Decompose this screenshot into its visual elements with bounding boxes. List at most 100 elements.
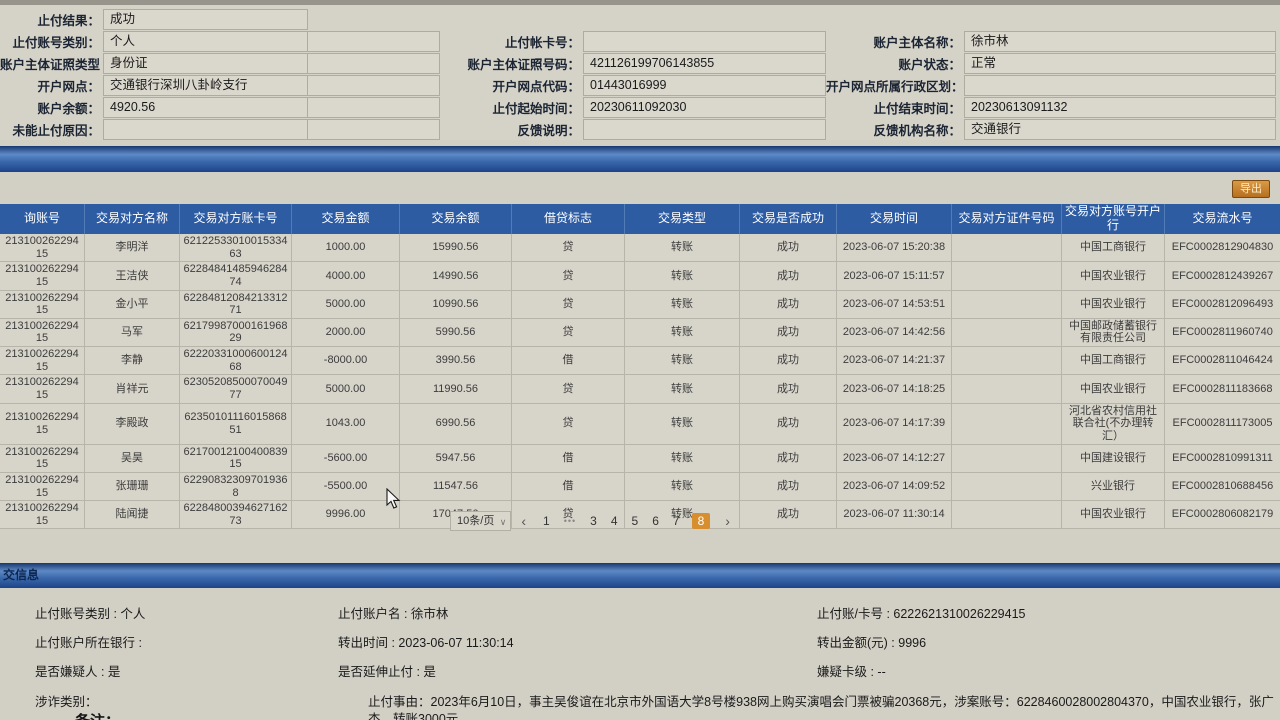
cell-transaction-type: 转账 [625, 234, 740, 263]
ellipsis-pages-icon[interactable]: ••• [563, 516, 577, 526]
cell-counterparty-card: 6217998700016196829 [180, 318, 292, 348]
cell-serial-number: EFC0002812439267 [1165, 262, 1280, 291]
table-row[interactable]: 21310026229415 李明洋 6212253301001533463 1… [0, 234, 1280, 263]
field-label-left: 账户主体证照类型： [0, 57, 100, 72]
cell-counterparty-card: 6228480039462716273 [180, 501, 292, 530]
pagination: 10条/页 ∨ ‹ 1 ••• 3 4 5 6 7 8 › [0, 509, 1235, 533]
cell-debit-credit-flag: 贷 [512, 318, 625, 348]
table-header-cell: 交易对方账号开户行 [1062, 204, 1165, 234]
cell-balance: 5990.56 [400, 318, 512, 348]
cell-amount: 2000.00 [292, 318, 400, 348]
field-value-right [964, 74, 1276, 96]
cell-success-flag: 成功 [740, 375, 837, 404]
detail-field-3: 止付账/卡号 : 6222621310026229415 [817, 603, 1280, 622]
cell-balance: 6990.56 [400, 403, 512, 445]
form-rows: 止付账号类别： 个人 止付帐卡号： 账户主体名称： 徐市林 账户主体证照类型： … [0, 30, 1280, 140]
detail-label: 嫌疑卡级 : [817, 665, 878, 679]
cell-counterparty-bank: 中国工商银行 [1062, 234, 1165, 263]
cell-serial-number: EFC0002806082179 [1165, 501, 1280, 530]
cell-counterparty-name: 李明洋 [85, 234, 180, 263]
table-row[interactable]: 21310026229415 王洁侠 6228484148594628474 4… [0, 262, 1280, 291]
cell-transaction-time: 2023-06-07 14:17:39 [837, 403, 952, 445]
cell-debit-credit-flag: 借 [512, 444, 625, 473]
page-button-8-active[interactable]: 8 [691, 513, 711, 529]
detail-value: 是 [107, 665, 121, 679]
cell-counterparty-id-number [952, 318, 1062, 348]
cell-debit-credit-flag: 贷 [512, 290, 625, 319]
cell-transaction-type: 转账 [625, 403, 740, 445]
table-row[interactable]: 21310026229415 陆闻捷 6228480039462716273 9… [0, 501, 1280, 530]
cell-debit-credit-flag: 贷 [512, 375, 625, 404]
cell-success-flag: 成功 [740, 262, 837, 291]
table-row[interactable]: 21310026229415 李殿政 6235010111601586851 1… [0, 403, 1280, 445]
field-value-mid: 01443016999 [583, 74, 826, 96]
table-header-cell: 交易金额 [292, 204, 400, 234]
detail-value: 徐市林 [410, 607, 449, 621]
detail-field-3: 转出金额(元) : 9996 [817, 632, 1280, 651]
field-value-left: 个人 [103, 30, 308, 52]
field-label-right: 止付结束时间： [873, 101, 961, 116]
table-row[interactable]: 21310026229415 金小平 6228481208421331271 5… [0, 290, 1280, 319]
detail-label: 止付账户所在银行 : [35, 636, 142, 650]
cell-counterparty-bank: 中国建设银行 [1062, 444, 1165, 473]
page-button-6[interactable]: 6 [652, 514, 659, 528]
prev-page-button[interactable]: ‹ [521, 513, 527, 529]
cell-counterparty-bank: 河北省农村信用社联合社(不办理转汇） [1062, 403, 1165, 445]
page-size-select[interactable]: 10条/页 ∨ [450, 511, 512, 531]
cell-counterparty-name: 吴昊 [85, 444, 180, 473]
export-button[interactable]: 导出 [1232, 180, 1270, 198]
cell-query-account: 21310026229415 [0, 444, 85, 473]
table-row[interactable]: 21310026229415 马军 6217998700016196829 20… [0, 318, 1280, 348]
cell-counterparty-bank: 中国农业银行 [1062, 375, 1165, 404]
cell-query-account: 21310026229415 [0, 262, 85, 291]
field-filler-cell [308, 118, 440, 140]
cell-transaction-type: 转账 [625, 501, 740, 530]
page-button-5[interactable]: 5 [631, 514, 639, 528]
cell-counterparty-id-number [952, 262, 1062, 291]
cell-debit-credit-flag: 借 [512, 472, 625, 502]
detail-label: 止付账/卡号 : [817, 607, 894, 621]
cell-counterparty-name: 李殿政 [85, 403, 180, 445]
photo-edge-strip [0, 0, 1280, 5]
chevron-down-icon: ∨ [499, 517, 507, 527]
table-header-cell: 交易对方名称 [85, 204, 180, 234]
cell-amount: -5600.00 [292, 444, 400, 473]
cell-transaction-type: 转账 [625, 375, 740, 404]
cell-debit-credit-flag: 贷 [512, 403, 625, 445]
cell-amount: 5000.00 [292, 290, 400, 319]
cell-balance: 5947.56 [400, 444, 512, 473]
field-label-left: 止付账号类别： [12, 35, 100, 50]
field-value-left: 4920.56 [103, 96, 308, 118]
field-label-mid: 止付起始时间： [492, 101, 580, 116]
stop-payment-detail-panel: 止付账号类别 : 个人 止付账户名 : 徐市林 止付账/卡号 : 6222621… [0, 588, 1280, 720]
next-page-button[interactable]: › [725, 513, 730, 529]
field-value-right: 徐市林 [964, 30, 1276, 52]
cell-success-flag: 成功 [740, 318, 837, 348]
field-label-left: 账户余额： [37, 101, 100, 116]
table-row[interactable]: 21310026229415 吴昊 6217001210040083915 -5… [0, 444, 1280, 473]
cell-amount: -5500.00 [292, 472, 400, 502]
cell-query-account: 21310026229415 [0, 347, 85, 376]
page-button-7[interactable]: 7 [672, 514, 680, 528]
field-value-mid [583, 30, 826, 52]
reason-text: 2023年6月10日，事主吴俊谊在北京市外国语大学8号楼938网上购买演唱会门票… [368, 695, 1274, 720]
page-button-3[interactable]: 3 [590, 514, 597, 528]
cell-amount: 1000.00 [292, 234, 400, 263]
field-label-mid: 反馈说明： [517, 123, 580, 138]
page-button-1[interactable]: 1 [543, 514, 550, 528]
cell-debit-credit-flag: 贷 [512, 234, 625, 263]
page-button-4[interactable]: 4 [610, 514, 618, 528]
field-label-left: 开户网点： [37, 79, 100, 94]
field-label-mid: 止付帐卡号： [504, 35, 580, 50]
table-row[interactable]: 21310026229415 张珊珊 622908323097019368 -5… [0, 472, 1280, 502]
form-row: 开户网点： 交通银行深圳八卦岭支行 开户网点代码： 01443016999 开户… [0, 74, 1280, 96]
field-filler-cell [308, 52, 440, 74]
cell-counterparty-card: 6235010111601586851 [180, 403, 292, 445]
table-row[interactable]: 21310026229415 李静 6222033100060012468 -8… [0, 347, 1280, 376]
cell-query-account: 21310026229415 [0, 290, 85, 319]
field-label-left: 未能止付原因： [12, 123, 100, 138]
table-row[interactable]: 21310026229415 肖祥元 6230520850007004977 5… [0, 375, 1280, 404]
cell-counterparty-id-number [952, 403, 1062, 445]
cell-transaction-time: 2023-06-07 15:20:38 [837, 234, 952, 263]
cell-success-flag: 成功 [740, 234, 837, 263]
